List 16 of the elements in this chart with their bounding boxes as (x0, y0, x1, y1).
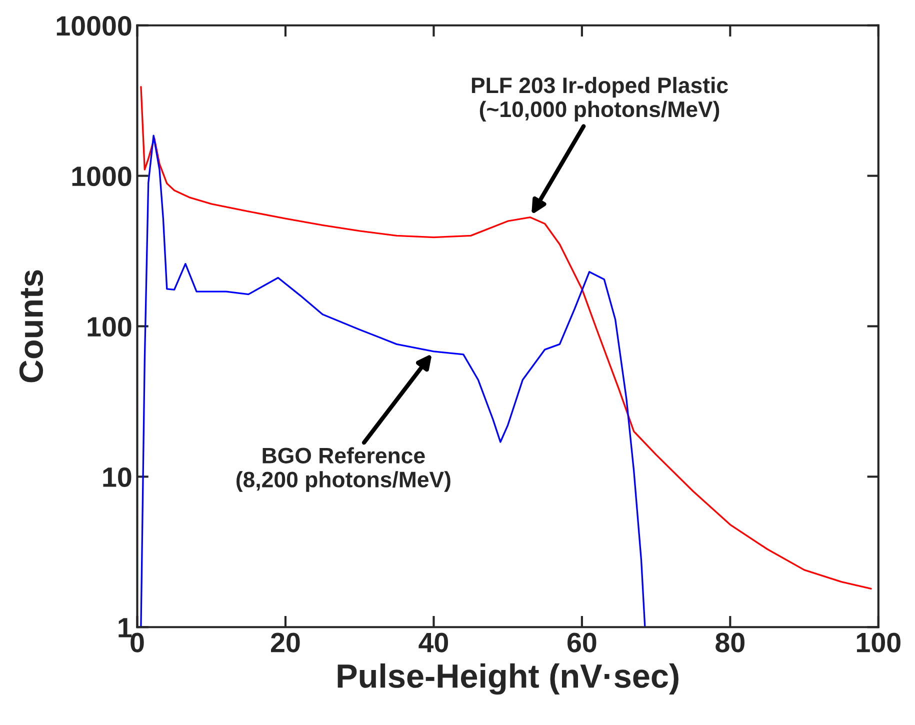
x-tick-label: 80 (716, 632, 744, 652)
x-tick-label: 40 (418, 632, 448, 652)
y-tick-label: 100 (88, 316, 132, 337)
y-tick-label: 10 (103, 467, 132, 488)
line-series (140, 134, 646, 628)
y-axis-title: Counts (19, 270, 44, 382)
x-tick-label: 20 (270, 632, 300, 652)
x-axis-title: Pulse-Height (nV·sec) (338, 663, 678, 695)
x-tick-label: 100 (856, 632, 900, 652)
annotation: PLF 203 Ir-doped Plastic (~10,000 photons/MeV) (472, 76, 728, 122)
y-tick-label: 1 (118, 618, 132, 638)
y-tick-label: 1000 (72, 166, 132, 186)
x-tick-label: 60 (568, 632, 596, 652)
x-tick-label: 0 (130, 632, 144, 652)
y-tick-label: 10000 (56, 16, 132, 36)
annotation: BGO Reference (8,200 photons/MeV) (236, 447, 450, 492)
